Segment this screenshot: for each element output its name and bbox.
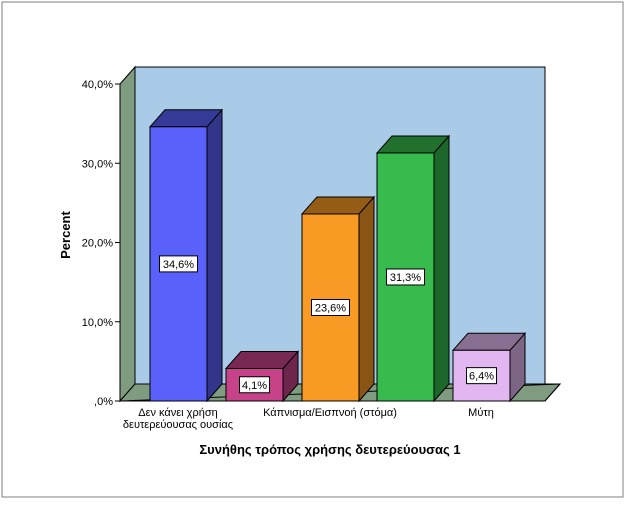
data-label-box — [466, 367, 497, 385]
data-label-box — [239, 376, 270, 394]
bar: 6,4% — [451, 331, 527, 403]
y-tick-label: 40,0% — [82, 79, 113, 91]
bar: 4,1% — [224, 350, 300, 403]
bar: 23,6% — [300, 195, 376, 403]
x-axis: Δεν κάνει χρήση δευτερεύουσας ουσίας Κάπνι… — [123, 407, 494, 431]
data-label-box — [386, 268, 425, 286]
side-wall — [119, 65, 136, 403]
y-tick-label: 20,0% — [82, 238, 113, 250]
bars: 34,6% 4,1% 23,6% 31,3% 6,4% — [148, 108, 527, 403]
y-axis: ,0% 10,0% 20,0% 30,0% 40,0% — [82, 79, 121, 408]
x-tick-label: Κάπνισμα/Εισπνοή (στόμα) — [263, 407, 397, 419]
x-tick-label: Δεν κάνει χρήση δευτερεύουσας ουσίας — [123, 407, 233, 431]
data-label-box — [159, 255, 198, 273]
data-label: 4,1% — [242, 380, 267, 392]
bar: 34,6% — [148, 108, 224, 403]
data-label: 34,6% — [163, 259, 194, 271]
bar-side — [433, 134, 450, 403]
bar: 31,3% — [375, 134, 451, 403]
y-tick-label: 10,0% — [82, 317, 113, 329]
bar-side — [358, 195, 375, 403]
data-label: 23,6% — [315, 302, 346, 314]
y-tick-label: ,0% — [94, 396, 113, 408]
data-label-box — [311, 298, 350, 316]
bar-side — [206, 108, 223, 403]
y-tick-label: 30,0% — [82, 158, 113, 170]
x-axis-title: Συνήθης τρόπος χρήσης δευτερεύουσας 1 — [199, 442, 460, 457]
y-axis-title: Percent — [58, 210, 73, 258]
data-label: 6,4% — [469, 371, 494, 383]
data-label: 31,3% — [390, 272, 421, 284]
x-tick-label: Μύτη — [468, 407, 494, 419]
